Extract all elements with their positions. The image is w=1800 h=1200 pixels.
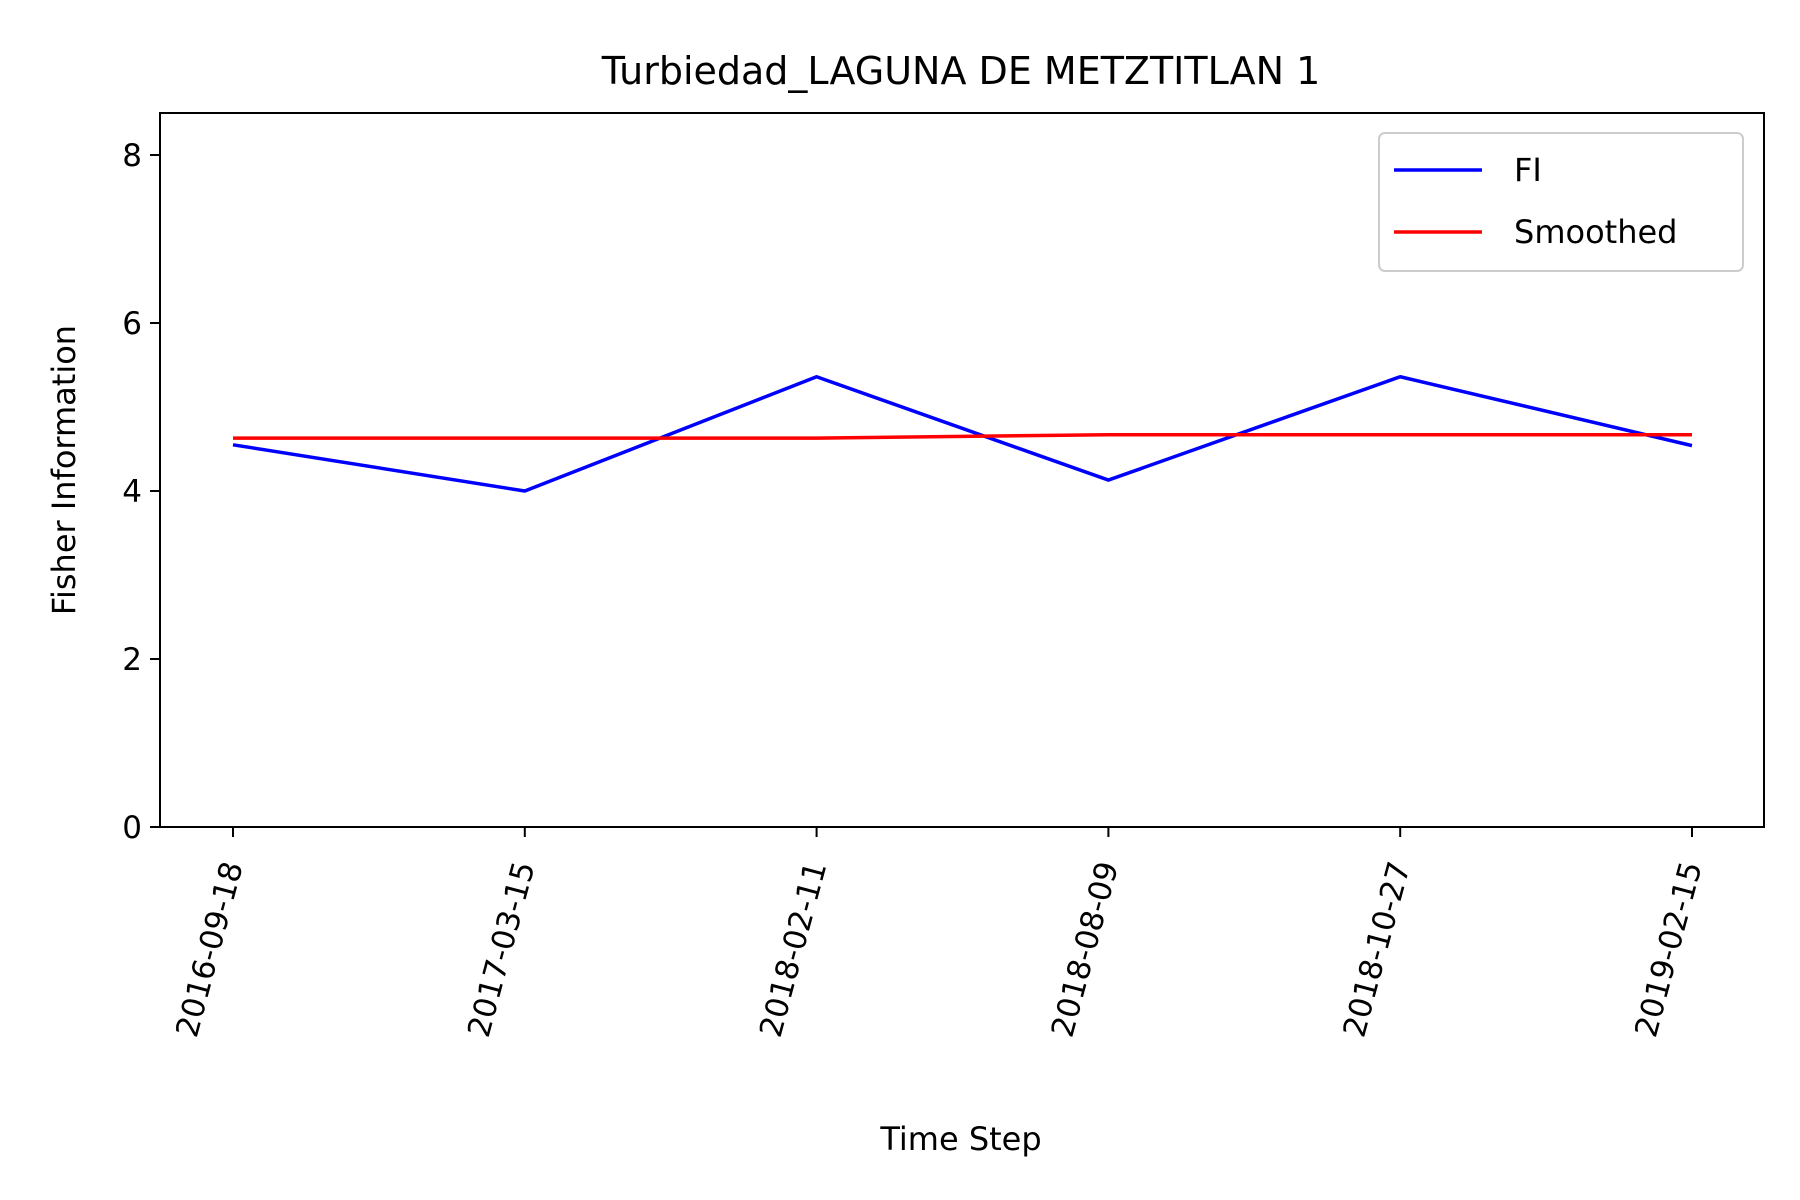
y-axis: 0 2 4 6 8: [122, 138, 160, 846]
y-axis-label: Fisher Information: [45, 325, 83, 615]
legend: FI Smoothed: [1378, 132, 1744, 272]
legend-label-smoothed: Smoothed: [1514, 213, 1677, 251]
series-line-smoothed: [233, 432, 1692, 440]
y-tick-label: 8: [122, 138, 142, 174]
y-tick-label: 6: [122, 306, 142, 342]
y-tick-label: 2: [122, 642, 142, 678]
series-line-fi: [232, 375, 1693, 493]
legend-box: [1378, 132, 1744, 272]
y-tick-label: 0: [122, 810, 142, 846]
chart-title: Turbiedad_LAGUNA DE METZTITLAN 1: [601, 49, 1321, 93]
x-axis-label: Time Step: [879, 1120, 1041, 1158]
series-layer: [232, 375, 1693, 493]
legend-label-fi: FI: [1514, 151, 1542, 189]
y-tick-label: 4: [122, 474, 142, 510]
plot-frame: [159, 112, 1765, 828]
